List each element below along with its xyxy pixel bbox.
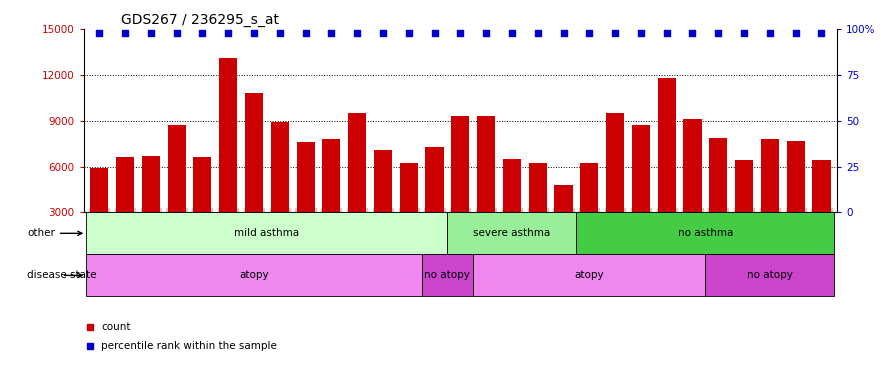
Point — [633, 30, 648, 36]
Bar — [684, 119, 701, 212]
Bar — [478, 116, 495, 212]
Bar — [219, 58, 237, 212]
Point — [93, 30, 107, 36]
Text: disease state: disease state — [27, 270, 96, 280]
Bar — [576, 212, 834, 254]
Point — [453, 30, 467, 36]
Bar — [193, 157, 211, 212]
Point — [402, 30, 416, 36]
Bar — [529, 164, 547, 212]
Bar — [812, 160, 831, 212]
Point — [557, 30, 571, 36]
Bar — [422, 254, 473, 296]
Bar — [142, 156, 159, 212]
Text: atopy: atopy — [239, 270, 269, 280]
Bar — [400, 164, 418, 212]
Bar — [606, 113, 624, 212]
Point — [83, 324, 98, 330]
Bar — [554, 185, 573, 212]
Point — [350, 30, 364, 36]
Bar — [448, 212, 576, 254]
Bar — [90, 168, 108, 212]
Point — [144, 30, 158, 36]
Bar — [167, 125, 186, 212]
Point — [711, 30, 725, 36]
Point — [427, 30, 441, 36]
Point — [83, 343, 98, 349]
Text: severe asthma: severe asthma — [473, 228, 551, 238]
Bar — [348, 113, 366, 212]
Bar — [116, 157, 134, 212]
Point — [582, 30, 596, 36]
Point — [247, 30, 261, 36]
Bar — [270, 122, 289, 212]
Bar — [632, 125, 650, 212]
Point — [221, 30, 235, 36]
Bar — [86, 254, 422, 296]
Text: no atopy: no atopy — [747, 270, 793, 280]
Text: other: other — [27, 228, 82, 238]
Bar — [761, 139, 779, 212]
Point — [505, 30, 519, 36]
Bar — [374, 150, 392, 212]
Bar — [787, 141, 804, 212]
Bar — [297, 142, 315, 212]
Point — [737, 30, 751, 36]
Point — [763, 30, 777, 36]
Text: percentile rank within the sample: percentile rank within the sample — [101, 341, 278, 351]
Point — [814, 30, 828, 36]
Point — [479, 30, 493, 36]
Point — [788, 30, 803, 36]
Text: no atopy: no atopy — [425, 270, 470, 280]
Text: no asthma: no asthma — [677, 228, 733, 238]
Point — [324, 30, 338, 36]
Bar — [503, 159, 521, 212]
Bar — [735, 160, 753, 212]
Point — [660, 30, 674, 36]
Bar — [581, 164, 598, 212]
Point — [530, 30, 544, 36]
Text: mild asthma: mild asthma — [234, 228, 300, 238]
Text: GDS267 / 236295_s_at: GDS267 / 236295_s_at — [122, 13, 279, 27]
Bar — [86, 212, 448, 254]
Point — [118, 30, 132, 36]
Bar — [245, 93, 263, 212]
Point — [273, 30, 287, 36]
Bar — [426, 147, 443, 212]
Bar — [709, 138, 728, 212]
Point — [376, 30, 390, 36]
Bar — [706, 254, 834, 296]
Bar — [657, 78, 676, 212]
Bar — [451, 116, 470, 212]
Bar — [322, 139, 340, 212]
Text: atopy: atopy — [574, 270, 604, 280]
Point — [685, 30, 700, 36]
Bar — [473, 254, 706, 296]
Text: count: count — [101, 322, 130, 332]
Point — [299, 30, 313, 36]
Point — [608, 30, 622, 36]
Point — [196, 30, 210, 36]
Point — [169, 30, 183, 36]
